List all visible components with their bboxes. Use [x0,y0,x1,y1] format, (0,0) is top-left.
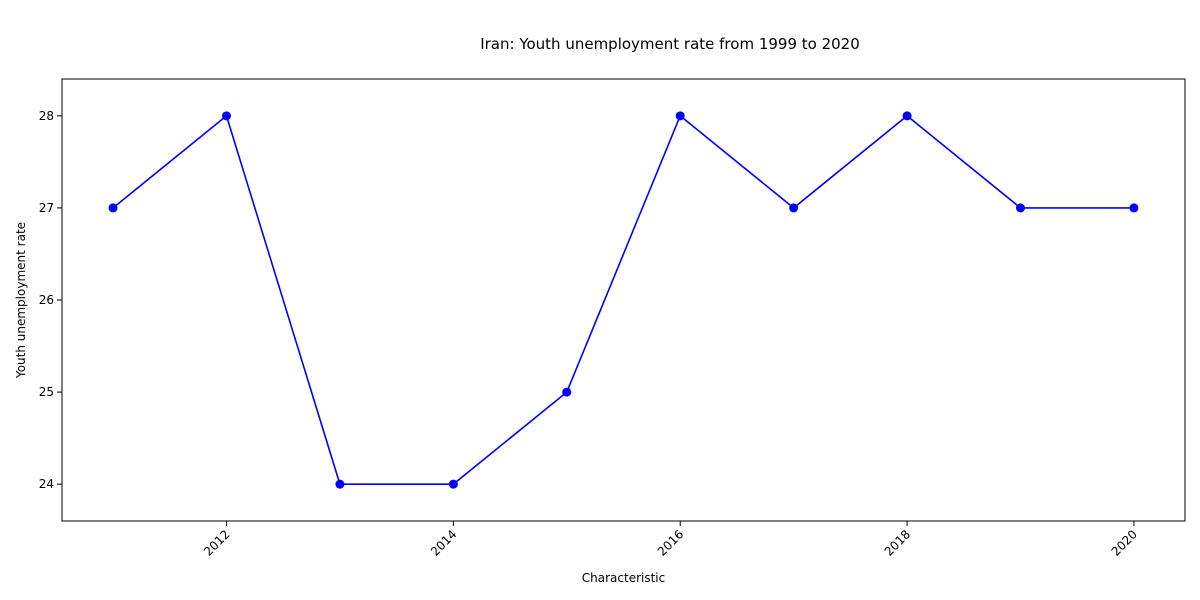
data-point [562,387,572,397]
chart-title: Iran: Youth unemployment rate from 1999 … [480,35,860,53]
y-tick-label: 26 [39,293,54,307]
y-tick-label: 25 [39,385,54,399]
data-point [221,111,231,121]
data-point [108,203,118,213]
data-point [789,203,799,213]
y-tick-label: 24 [39,477,54,491]
x-tick-label: 2012 [201,527,232,558]
x-tick-label: 2014 [428,527,459,558]
y-axis: 24 25 26 27 28 [39,109,62,491]
data-point [1129,203,1139,213]
x-tick-label: 2018 [882,527,913,558]
data-point [675,111,685,121]
data-point [448,479,458,489]
series-layer [108,111,1139,489]
x-tick-label: 2016 [655,527,686,558]
series-line [112,114,1134,485]
y-tick-label: 27 [39,201,54,215]
plot-area [61,78,1186,522]
x-axis-title: Characteristic [582,571,665,585]
y-tick-label: 28 [39,109,54,123]
y-axis-title: Youth unemployment rate [14,222,28,379]
x-axis: 2012 2014 2016 2018 2020 [201,521,1140,559]
x-tick-label: 2020 [1109,527,1140,558]
data-point [1016,203,1026,213]
data-point [335,479,345,489]
data-point [902,111,912,121]
